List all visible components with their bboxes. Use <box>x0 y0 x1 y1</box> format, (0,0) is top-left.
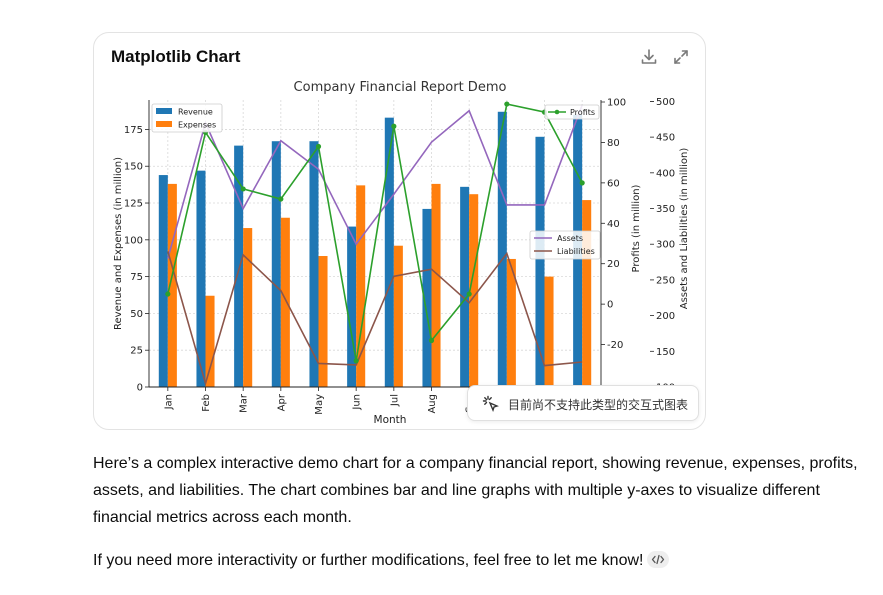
cursor-click-icon <box>482 395 499 412</box>
bar-revenue-Aug <box>422 208 432 387</box>
profits-tick-label-0: 0 <box>607 300 613 311</box>
bar-expenses-Sep <box>469 194 479 387</box>
line-profits <box>167 103 583 361</box>
ytick-label-25: 25 <box>130 346 143 357</box>
point-profits-Mar <box>240 186 246 192</box>
ytick-label-0: 0 <box>137 383 143 394</box>
ytick-label-150: 150 <box>124 162 143 173</box>
bar-revenue-Nov <box>535 136 545 387</box>
bar-expenses-Mar <box>243 228 253 387</box>
ytick-label-75: 75 <box>130 272 143 283</box>
chart-title: Company Financial Report Demo <box>294 80 507 95</box>
ytick-label-125: 125 <box>124 199 143 210</box>
bar-expenses-May <box>318 256 328 387</box>
code-icon[interactable] <box>647 551 670 568</box>
assets-axis-label: Assets and Liabilities (in million) <box>679 148 690 310</box>
xtick-label-Jun: Jun <box>352 394 363 411</box>
assets-tick-label-500: 500 <box>656 97 675 108</box>
bar-expenses-Apr <box>280 217 290 387</box>
x-axis-label: Month <box>374 414 407 426</box>
ytick-label-50: 50 <box>130 309 143 320</box>
profits-tick-label-40: 40 <box>607 219 620 230</box>
assets-tick-label-200: 200 <box>656 311 675 322</box>
bar-revenue-Sep <box>460 186 470 387</box>
bar-expenses-Jul <box>393 245 403 387</box>
legend-label-liabilities: Liabilities <box>557 247 595 256</box>
xtick-label-Aug: Aug <box>427 394 438 414</box>
xtick-label-May: May <box>314 394 325 415</box>
ytick-label-175: 175 <box>124 125 143 136</box>
bar-expenses-Nov <box>544 276 554 387</box>
line-assets <box>167 104 583 259</box>
expand-icon[interactable] <box>671 47 691 67</box>
profits-axis-label: Profits (in million) <box>631 184 642 272</box>
xtick-label-Feb: Feb <box>201 394 212 412</box>
tooltip-text: 目前尚不支持此类型的交互式图表 <box>508 398 689 412</box>
point-profits-Apr <box>278 196 284 202</box>
bar-revenue-Oct <box>497 111 507 388</box>
legend-label-assets: Assets <box>557 234 583 243</box>
legend-label-profits: Profits <box>570 108 595 117</box>
unsupported-chart-tooltip: 目前尚不支持此类型的交互式图表 <box>467 385 699 421</box>
profits-tick-label-60: 60 <box>607 178 620 189</box>
message-paragraph-1: Here’s a complex interactive demo chart … <box>93 455 858 526</box>
xtick-label-Apr: Apr <box>276 393 287 411</box>
point-profits-Sep <box>466 291 472 297</box>
legend-marker-profits <box>554 109 560 115</box>
bar-expenses-Feb <box>205 295 215 387</box>
bar-expenses-Oct <box>506 258 516 387</box>
legend-label-expenses: Expenses <box>178 121 216 130</box>
point-profits-Aug <box>428 337 435 344</box>
profits-tick-label-20: 20 <box>607 259 620 270</box>
message-paragraph-2: If you need more interactivity or furthe… <box>93 547 873 574</box>
bar-revenue-Feb <box>196 170 206 387</box>
xtick-label-Jan: Jan <box>163 394 174 410</box>
chart-card: Matplotlib Chart Company Financial Repor… <box>93 32 706 430</box>
profits-tick-label-80: 80 <box>607 138 620 149</box>
bar-revenue-Jul <box>384 117 394 388</box>
point-profits-Jan <box>165 291 171 297</box>
profits-tick-label--20: -20 <box>607 340 623 351</box>
assets-tick-label-400: 400 <box>656 168 675 179</box>
point-profits-Jun <box>353 358 359 364</box>
bar-expenses-Jan <box>167 183 177 387</box>
legend-swatch-revenue <box>156 108 172 114</box>
legend-label-revenue: Revenue <box>178 108 213 117</box>
assets-tick-label-300: 300 <box>656 240 675 251</box>
assets-tick-label-150: 150 <box>656 347 675 358</box>
point-profits-Dec <box>579 180 585 186</box>
card-title: Matplotlib Chart <box>111 47 241 66</box>
bar-expenses-Jun <box>356 185 366 387</box>
assets-tick-label-350: 350 <box>656 204 675 215</box>
bar-revenue-Apr <box>271 141 281 387</box>
download-icon[interactable] <box>639 47 659 67</box>
point-profits-Oct <box>504 101 510 107</box>
point-profits-Jul <box>391 123 397 129</box>
xtick-label-Jul: Jul <box>389 394 400 407</box>
message-paragraph-2-text: If you need more interactivity or furthe… <box>93 552 644 569</box>
bar-revenue-Jun <box>347 226 357 387</box>
ytick-label-100: 100 <box>124 235 143 246</box>
legend-profits <box>544 104 600 120</box>
bar-revenue-May <box>309 141 319 387</box>
legend-swatch-expenses <box>156 121 172 127</box>
financial-chart: Company Financial Report Demo 0 25 50 75 100 1… <box>113 80 690 426</box>
assets-tick-label-250: 250 <box>656 275 675 286</box>
line-liabilities <box>167 251 583 387</box>
bar-expenses-Aug <box>431 183 441 387</box>
bar-revenue-Jan <box>158 175 168 387</box>
xtick-label-Mar: Mar <box>239 393 250 413</box>
bar-expenses-Dec <box>582 200 592 387</box>
y-axis-label: Revenue and Expenses (in million) <box>113 157 124 330</box>
profits-tick-label-100: 100 <box>607 98 626 109</box>
point-profits-May <box>315 143 322 150</box>
bar-revenue-Mar <box>234 145 244 387</box>
assets-tick-label-450: 450 <box>656 133 675 144</box>
